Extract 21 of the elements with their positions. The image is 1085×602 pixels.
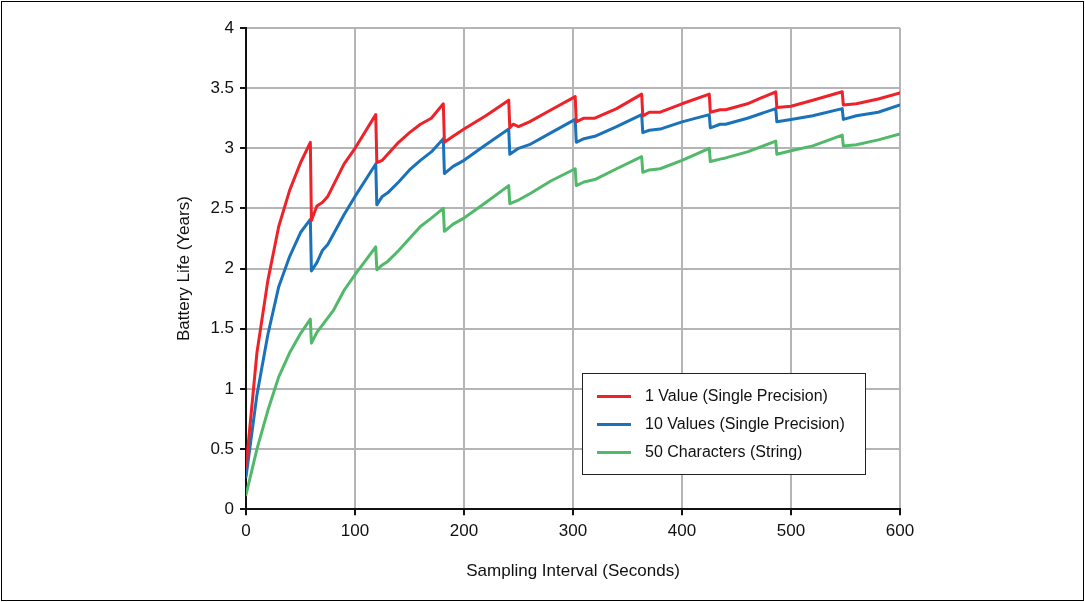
legend-label: 1 Value (Single Precision) <box>645 387 828 406</box>
legend-label: 10 Values (Single Precision) <box>645 415 845 434</box>
y-tick-label: 2 <box>224 258 235 278</box>
y-axis-title: Battery Life (Years) <box>173 196 193 342</box>
y-tick-label: 1 <box>224 378 235 398</box>
x-tick-label: 300 <box>558 521 588 541</box>
y-tick-label: 2.5 <box>210 198 235 218</box>
y-tick-label: 0 <box>224 498 235 518</box>
y-tick-label: 3 <box>224 137 235 157</box>
x-tick-label: 100 <box>340 521 370 541</box>
x-tick-label: 500 <box>776 521 806 541</box>
y-tick-label: 3.5 <box>210 77 235 97</box>
y-tick-label: 1.5 <box>210 318 235 338</box>
legend-label: 50 Characters (String) <box>645 443 803 462</box>
x-tick-label: 200 <box>449 521 479 541</box>
y-tick-label: 0.5 <box>210 438 235 458</box>
y-tick-label: 4 <box>224 17 235 37</box>
x-tick-label: 0 <box>241 521 251 541</box>
x-axis-title: Sampling Interval (Seconds) <box>466 561 680 581</box>
x-tick-label: 600 <box>885 521 915 541</box>
x-tick-label: 400 <box>667 521 697 541</box>
